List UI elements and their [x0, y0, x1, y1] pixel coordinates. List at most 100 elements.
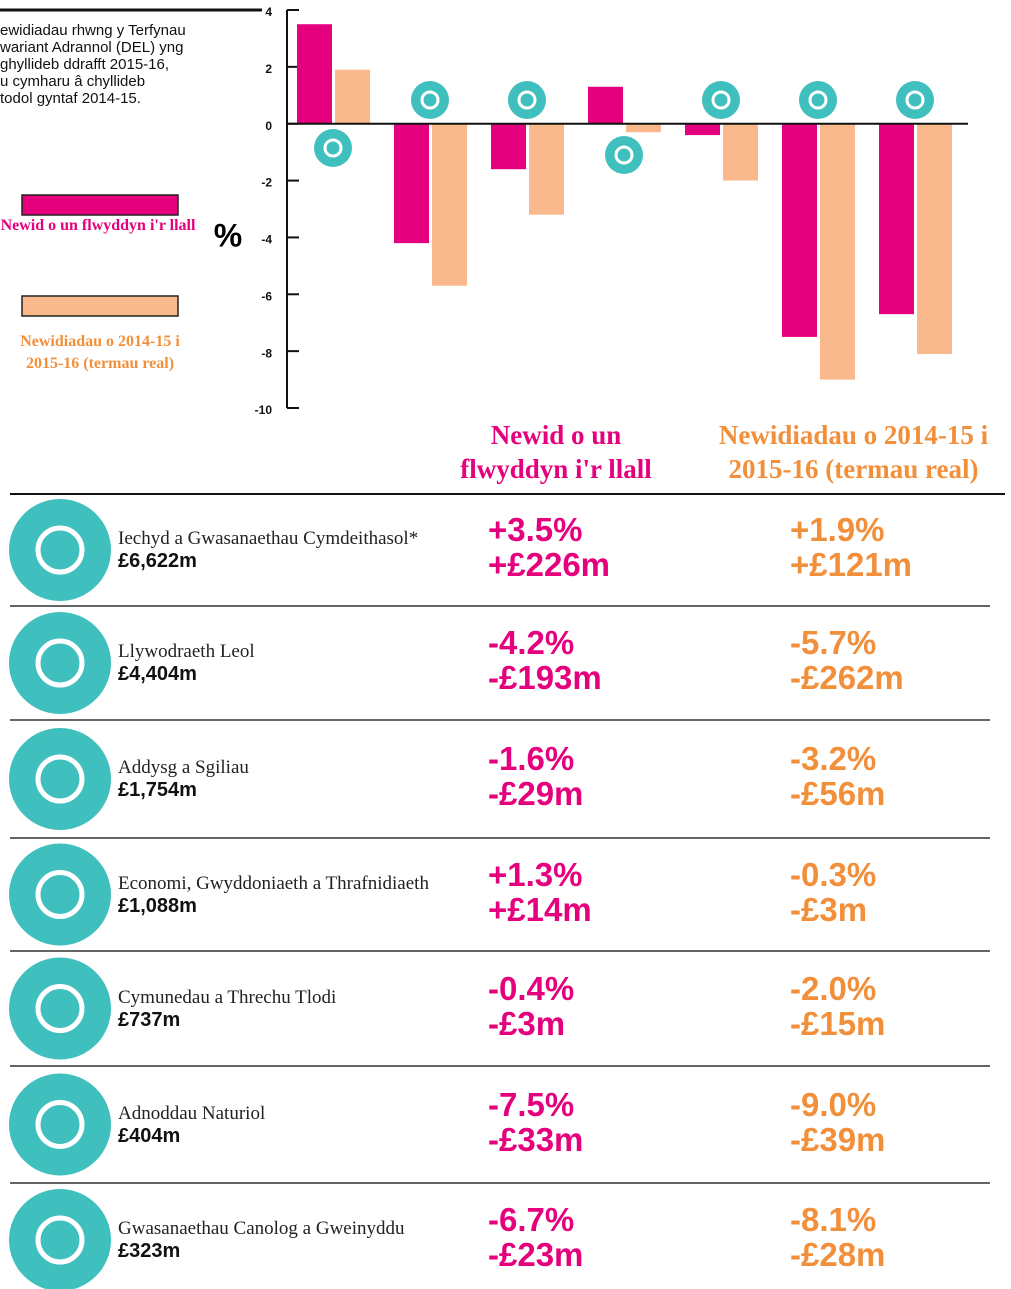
bar [685, 123, 720, 136]
icon-glyph [517, 90, 537, 110]
change-amount: +£14m [488, 890, 592, 928]
description-line: ewidiadau rhwng y Terfynau [0, 22, 186, 39]
bar [432, 123, 467, 286]
change-amount: +£121m [790, 546, 913, 583]
row-name: Gwasanaethau Canolog a Gweinyddu [118, 1218, 405, 1239]
legend-label: Newid o un flwyddyn i'r llall [0, 217, 196, 234]
y-tick-label: 4 [265, 5, 272, 19]
row-icon [9, 612, 111, 714]
category-icon [896, 81, 934, 119]
change-amount: -£39m [790, 1120, 886, 1158]
change-amount: -£28m [790, 1236, 886, 1273]
change-amount: +£226m [488, 546, 611, 583]
bar [879, 123, 914, 315]
y-tick-label: -4 [261, 233, 272, 247]
row-amount: £1,754m [118, 779, 197, 801]
bar [297, 24, 332, 124]
bar [335, 69, 370, 124]
change-percent: +1.3% [488, 855, 583, 893]
change-amount: -£193m [488, 659, 602, 696]
change-percent: -2.0% [790, 969, 877, 1007]
change-percent: -0.4% [488, 969, 575, 1007]
bar [723, 123, 758, 181]
description-line: wariant Adrannol (DEL) yng [0, 39, 183, 56]
bar [588, 86, 623, 124]
row-name: Cymunedau a Threchu Tlodi [118, 986, 337, 1008]
description-line: u cymharu â chyllideb [0, 73, 145, 90]
category-icon [702, 81, 740, 119]
bar [782, 123, 817, 337]
y-tick-label: -6 [261, 289, 272, 303]
y-axis-label: % [214, 217, 242, 253]
change-amount: -£3m [488, 1004, 566, 1042]
icon-glyph [35, 1215, 85, 1265]
change-percent: -9.0% [790, 1085, 877, 1123]
category-icon [605, 136, 643, 174]
row-name: Addysg a Sgiliau [118, 757, 249, 778]
change-percent: +1.9% [790, 511, 885, 548]
row-icon [9, 728, 111, 830]
row-icon [9, 1189, 111, 1289]
y-tick-label: 0 [265, 119, 272, 133]
row-amount: £1,088m [118, 894, 197, 917]
bar [491, 123, 526, 170]
column-header: Newid o un flwyddyn i'r llall [460, 420, 652, 484]
icon-glyph [614, 145, 634, 165]
row-name: Iechyd a Gwasanaethau Cymdeithasol* [118, 528, 419, 549]
icon-glyph [35, 638, 85, 688]
change-amount: -£15m [790, 1004, 886, 1042]
change-percent: -4.2% [488, 624, 575, 661]
change-amount: -£29m [488, 775, 584, 812]
column-header: Newidiadau o 2014-15 i 2015-16 (termau r… [718, 420, 989, 484]
row-amount: £323m [118, 1240, 181, 1262]
legend-swatch [21, 194, 179, 216]
category-icon [314, 129, 352, 167]
row-icon [9, 1073, 111, 1176]
change-percent: -1.6% [488, 740, 575, 777]
change-percent: +3.5% [488, 511, 583, 548]
icon-glyph [808, 90, 828, 110]
row-icon [9, 499, 111, 601]
bar [820, 123, 855, 380]
category-icon [411, 81, 449, 119]
change-percent: -6.7% [488, 1201, 575, 1238]
icon-glyph [35, 525, 85, 575]
row-amount: £404m [118, 1124, 181, 1147]
icon-glyph [711, 90, 731, 110]
row-name: Economi, Gwyddoniaeth a Thrafnidiaeth [118, 872, 429, 894]
change-amount: -£3m [790, 890, 868, 928]
row-icon [9, 957, 111, 1060]
icon-glyph [35, 984, 85, 1033]
y-tick-label: 2 [265, 62, 272, 76]
y-tick-label: -8 [261, 346, 272, 360]
change-amount: -£33m [488, 1120, 584, 1158]
bar [917, 123, 952, 354]
icon-glyph [35, 870, 85, 919]
y-tick-label: -10 [255, 403, 273, 417]
change-percent: -3.2% [790, 740, 877, 777]
change-amount: -£262m [790, 659, 904, 696]
category-icon [508, 81, 546, 119]
description-line: todol gyntaf 2014-15. [0, 90, 141, 107]
change-amount: -£23m [488, 1236, 584, 1273]
y-tick-label: -2 [261, 176, 272, 190]
change-percent: -5.7% [790, 624, 877, 661]
row-amount: £6,622m [118, 550, 197, 572]
bar [394, 123, 429, 244]
bar [626, 123, 661, 133]
change-percent: -8.1% [790, 1201, 877, 1238]
description-line: ghyllideb ddrafft 2015-16, [0, 56, 169, 73]
change-percent: -0.3% [790, 855, 877, 893]
row-name: Adnoddau Naturiol [118, 1102, 266, 1124]
icon-glyph [905, 90, 925, 110]
row-amount: £737m [118, 1008, 181, 1031]
icon-glyph [323, 138, 343, 158]
legend-swatch [21, 295, 179, 317]
row-icon [9, 843, 111, 946]
change-percent: -7.5% [488, 1085, 575, 1123]
bar [529, 123, 564, 215]
change-amount: -£56m [790, 775, 886, 812]
row-amount: £4,404m [118, 663, 197, 685]
